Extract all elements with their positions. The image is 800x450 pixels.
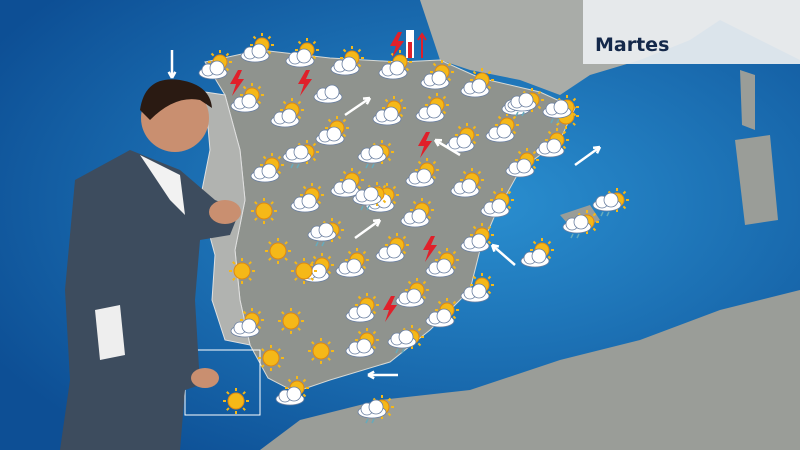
lightning-icon <box>290 66 324 104</box>
presenter-shirt <box>140 155 185 215</box>
sun-cloud-icon <box>330 46 364 86</box>
sun-cloud-icon <box>275 376 309 416</box>
sun-cloud-icon <box>198 50 232 90</box>
sun-cloud-icon <box>505 148 539 188</box>
presenter-hand-left <box>191 368 219 388</box>
sun-icon <box>288 255 322 293</box>
sun-cloud-icon <box>460 223 494 263</box>
sun-cloud-icon <box>230 308 264 348</box>
sun-icon <box>255 342 289 380</box>
sun-cloud-icon <box>445 123 479 163</box>
lightning-icon <box>415 232 449 270</box>
sun-cloud-rain-icon <box>387 325 424 363</box>
sun-cloud-icon <box>335 248 369 288</box>
sun-cloud-rain-icon <box>357 395 394 433</box>
sun-icon <box>262 235 296 273</box>
sun-cloud-icon <box>400 198 434 238</box>
sun-cloud-icon <box>420 60 454 100</box>
sun-cloud-icon <box>240 33 274 73</box>
sun-cloud-rain-icon <box>592 188 629 226</box>
sun-cloud-icon <box>270 98 304 138</box>
elbow-patch <box>95 305 125 360</box>
sun-icon <box>305 335 339 373</box>
presenter-hair <box>140 79 212 120</box>
cloud-icon <box>312 78 346 116</box>
sun-cloud-rain-icon <box>352 182 389 220</box>
sun-cloud-icon <box>345 328 379 368</box>
presenter-suit <box>60 150 240 450</box>
sun-cloud-icon <box>405 158 439 198</box>
sun-cloud-icon <box>315 116 349 156</box>
sun-cloud-rain-icon <box>542 95 579 133</box>
day-label-panel: Martes <box>583 0 800 64</box>
day-label: Martes <box>595 34 670 56</box>
sun-icon <box>275 305 309 343</box>
sun-cloud-icon <box>285 38 319 78</box>
sun-cloud-icon <box>372 96 406 136</box>
sun-cloud-rain-icon <box>357 140 394 178</box>
sun-cloud-rain-icon <box>562 210 599 248</box>
sun-cloud-icon <box>535 128 569 168</box>
sun-cloud-icon <box>460 273 494 313</box>
lightning-icon <box>410 128 444 166</box>
sun-cloud-icon <box>425 298 459 338</box>
sun-cloud-icon <box>250 153 284 193</box>
africa-land <box>260 290 800 450</box>
sun-cloud-icon <box>330 168 364 208</box>
sun-icon <box>248 195 282 233</box>
sun-cloud-icon <box>415 93 449 133</box>
sun-cloud-rain-icon <box>307 218 344 256</box>
presenter-hand <box>209 200 241 224</box>
lightning-icon <box>382 28 416 66</box>
sun-cloud-icon <box>520 238 554 278</box>
sun-cloud-icon <box>345 293 379 333</box>
sun-icon <box>226 255 260 293</box>
sun-cloud-icon <box>378 50 412 90</box>
sun-cloud-icon <box>230 83 264 123</box>
sun-cloud-icon <box>290 183 324 223</box>
corsica-sardinia <box>735 70 778 225</box>
sun-cloud-icon <box>375 233 409 273</box>
sun-cloud-icon <box>485 113 519 153</box>
sun-cloud-icon <box>450 168 484 208</box>
temperature-rise-icon <box>400 28 434 66</box>
sun-cloud-icon <box>395 278 429 318</box>
sun-icon <box>220 385 254 423</box>
sun-cloud-icon <box>480 188 514 228</box>
sun-cloud-rain-icon <box>282 140 319 178</box>
sun-cloud-icon <box>460 68 494 108</box>
sun-cloud-icon <box>425 248 459 288</box>
lightning-icon <box>222 66 256 104</box>
sun-cloud-rain-icon <box>507 88 544 126</box>
lightning-icon <box>375 292 409 330</box>
